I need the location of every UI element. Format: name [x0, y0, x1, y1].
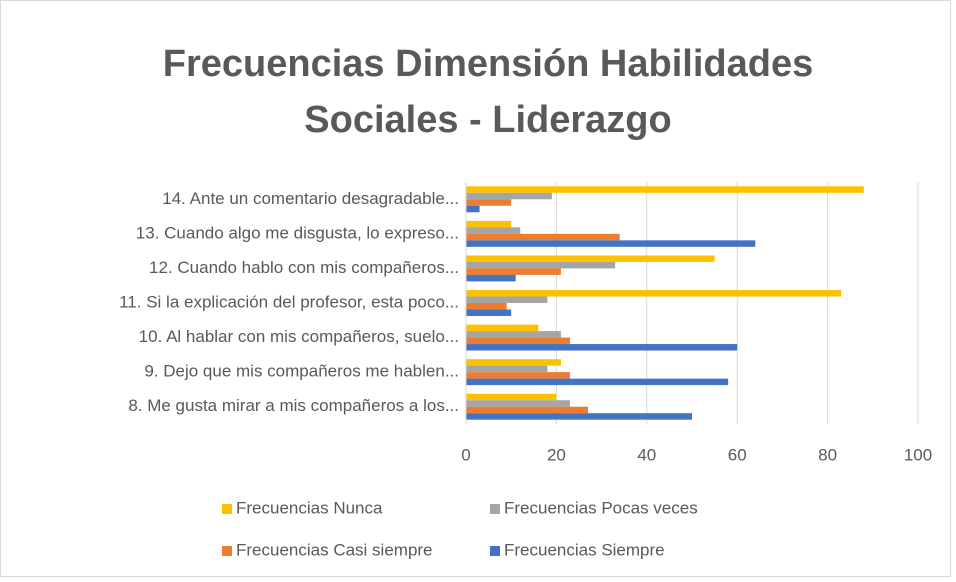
bar [466, 331, 561, 338]
x-tick-label: 100 [904, 445, 932, 464]
bar [466, 240, 756, 247]
y-tick-label: 13. Cuando algo me disgusta, lo expreso.… [136, 223, 459, 242]
chart-title: Sociales - Liderazgo [304, 99, 671, 141]
legend-swatch [222, 504, 232, 514]
legend-swatch [222, 546, 232, 556]
legend-label: Frecuencias Siempre [504, 540, 665, 559]
legend-label: Frecuencias Pocas veces [504, 498, 698, 517]
x-tick-label: 60 [728, 445, 747, 464]
x-tick-label: 20 [547, 445, 566, 464]
bar [466, 324, 539, 332]
y-tick-label: 11. Si la explicación del profesor, esta… [119, 292, 459, 311]
y-tick-label: 8. Me gusta mirar a mis compañeros a los… [128, 396, 459, 415]
bar [466, 186, 864, 193]
bar [466, 261, 616, 269]
bar [466, 220, 512, 228]
y-tick-label: 12. Cuando hablo con mis compañeros... [149, 258, 459, 277]
bar [466, 274, 516, 282]
bar [466, 400, 570, 407]
bar [466, 233, 620, 241]
y-tick-label: 14. Ante un comentario desagradable... [162, 189, 459, 208]
bar [466, 309, 512, 316]
bar [466, 192, 552, 200]
legend-swatch [490, 504, 500, 514]
bar [466, 337, 570, 345]
bar [466, 413, 692, 420]
bar [466, 205, 480, 213]
x-tick-label: 0 [461, 445, 470, 464]
bar [466, 359, 561, 366]
bar [466, 255, 715, 262]
bar [466, 393, 557, 401]
bar [466, 365, 548, 373]
bar [466, 406, 589, 414]
bar [466, 227, 521, 234]
x-tick-label: 40 [637, 445, 656, 464]
bar [466, 290, 842, 297]
legend-label: Frecuencias Nunca [236, 498, 383, 517]
bar [466, 372, 570, 379]
bar [466, 344, 738, 351]
bar [466, 378, 729, 386]
chart-title: Frecuencias Dimensión Habilidades [163, 43, 813, 85]
bar [466, 296, 548, 303]
y-tick-label: 9. Dejo que mis compañeros me hablen... [144, 362, 459, 381]
bar [466, 199, 512, 206]
legend-swatch [490, 546, 500, 556]
x-tick-label: 80 [818, 445, 837, 464]
bar [466, 303, 507, 310]
legend-label: Frecuencias Casi siempre [236, 540, 433, 559]
y-tick-label: 10. Al hablar con mis compañeros, suelo.… [139, 327, 459, 346]
bar [466, 268, 561, 275]
